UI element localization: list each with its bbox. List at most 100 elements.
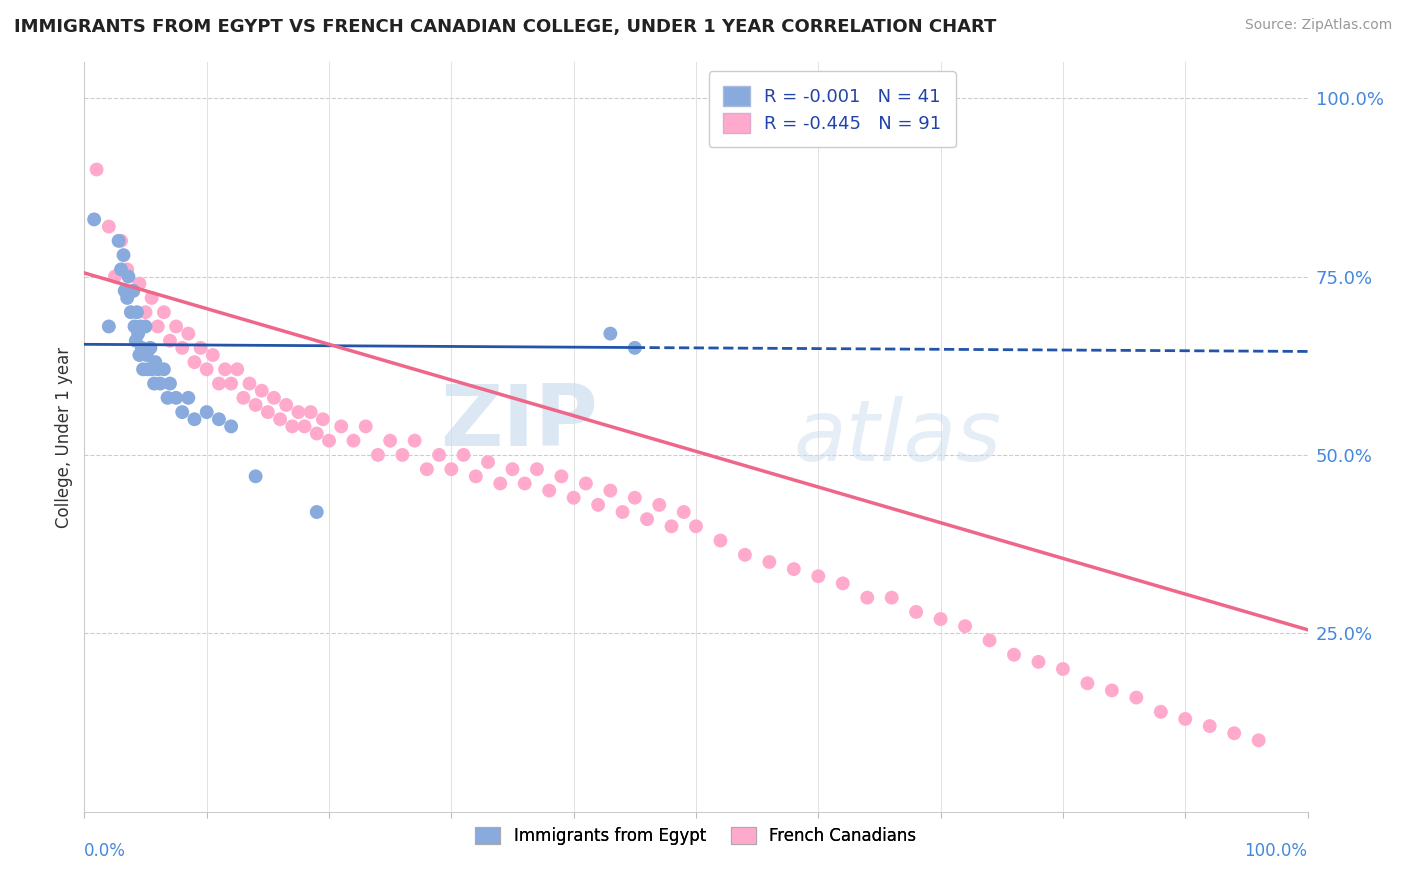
Point xyxy=(1076,676,1098,690)
Point xyxy=(1028,655,1050,669)
Point xyxy=(86,162,108,177)
Point xyxy=(276,398,298,412)
Point xyxy=(1247,733,1270,747)
Point xyxy=(269,412,291,426)
Point xyxy=(287,405,309,419)
Point xyxy=(354,419,377,434)
Point xyxy=(257,405,280,419)
Point xyxy=(219,419,242,434)
Point xyxy=(636,512,658,526)
Point xyxy=(149,376,172,391)
Point xyxy=(586,498,609,512)
Point xyxy=(427,448,450,462)
Point xyxy=(831,576,853,591)
Point xyxy=(141,362,163,376)
Point xyxy=(538,483,561,498)
Point xyxy=(1223,726,1246,740)
Point xyxy=(177,326,200,341)
Point xyxy=(153,362,176,376)
Point xyxy=(367,448,389,462)
Point xyxy=(153,305,176,319)
Point xyxy=(183,412,205,426)
Point xyxy=(502,462,524,476)
Point xyxy=(245,469,267,483)
Point xyxy=(1101,683,1123,698)
Point xyxy=(624,491,647,505)
Point xyxy=(110,262,132,277)
Point xyxy=(128,277,150,291)
Point xyxy=(624,341,647,355)
Point xyxy=(139,341,162,355)
Point xyxy=(146,362,169,376)
Point xyxy=(159,376,181,391)
Point xyxy=(1002,648,1025,662)
Point xyxy=(281,419,304,434)
Point xyxy=(195,362,218,376)
Point xyxy=(299,405,322,419)
Point xyxy=(135,305,157,319)
Point xyxy=(107,234,129,248)
Point xyxy=(214,362,236,376)
Point xyxy=(104,269,127,284)
Point xyxy=(125,305,148,319)
Point xyxy=(122,284,145,298)
Point xyxy=(305,426,328,441)
Point xyxy=(83,212,105,227)
Point xyxy=(129,319,152,334)
Point xyxy=(489,476,512,491)
Point xyxy=(172,405,194,419)
Text: ZIP: ZIP xyxy=(440,381,598,464)
Point xyxy=(550,469,572,483)
Point xyxy=(391,448,413,462)
Point xyxy=(661,519,683,533)
Point xyxy=(1150,705,1173,719)
Point xyxy=(929,612,952,626)
Point xyxy=(165,319,187,334)
Point xyxy=(201,348,224,362)
Point xyxy=(232,391,254,405)
Point xyxy=(177,391,200,405)
Point xyxy=(1198,719,1220,733)
Point xyxy=(1125,690,1147,705)
Point xyxy=(97,319,120,334)
Point xyxy=(1052,662,1074,676)
Point xyxy=(612,505,634,519)
Point xyxy=(477,455,499,469)
Point xyxy=(172,341,194,355)
Point xyxy=(380,434,402,448)
Point xyxy=(440,462,463,476)
Point xyxy=(404,434,426,448)
Point xyxy=(112,248,135,262)
Point xyxy=(115,262,138,277)
Point xyxy=(599,483,621,498)
Point xyxy=(513,476,536,491)
Text: 0.0%: 0.0% xyxy=(84,842,127,860)
Legend: Immigrants from Egypt, French Canadians: Immigrants from Egypt, French Canadians xyxy=(468,821,924,852)
Point xyxy=(330,419,353,434)
Point xyxy=(156,391,179,405)
Point xyxy=(342,434,364,448)
Point xyxy=(648,498,671,512)
Point xyxy=(115,291,138,305)
Point xyxy=(807,569,830,583)
Point xyxy=(526,462,548,476)
Point xyxy=(141,291,163,305)
Point xyxy=(685,519,707,533)
Point xyxy=(416,462,439,476)
Point xyxy=(305,505,328,519)
Point xyxy=(245,398,267,412)
Point xyxy=(709,533,731,548)
Point xyxy=(318,434,340,448)
Point xyxy=(190,341,212,355)
Text: Source: ZipAtlas.com: Source: ZipAtlas.com xyxy=(1244,18,1392,32)
Point xyxy=(783,562,806,576)
Point xyxy=(128,348,150,362)
Point xyxy=(856,591,879,605)
Point xyxy=(758,555,780,569)
Point xyxy=(464,469,486,483)
Point xyxy=(125,334,148,348)
Point xyxy=(672,505,695,519)
Point xyxy=(135,348,157,362)
Point xyxy=(219,376,242,391)
Point xyxy=(143,376,166,391)
